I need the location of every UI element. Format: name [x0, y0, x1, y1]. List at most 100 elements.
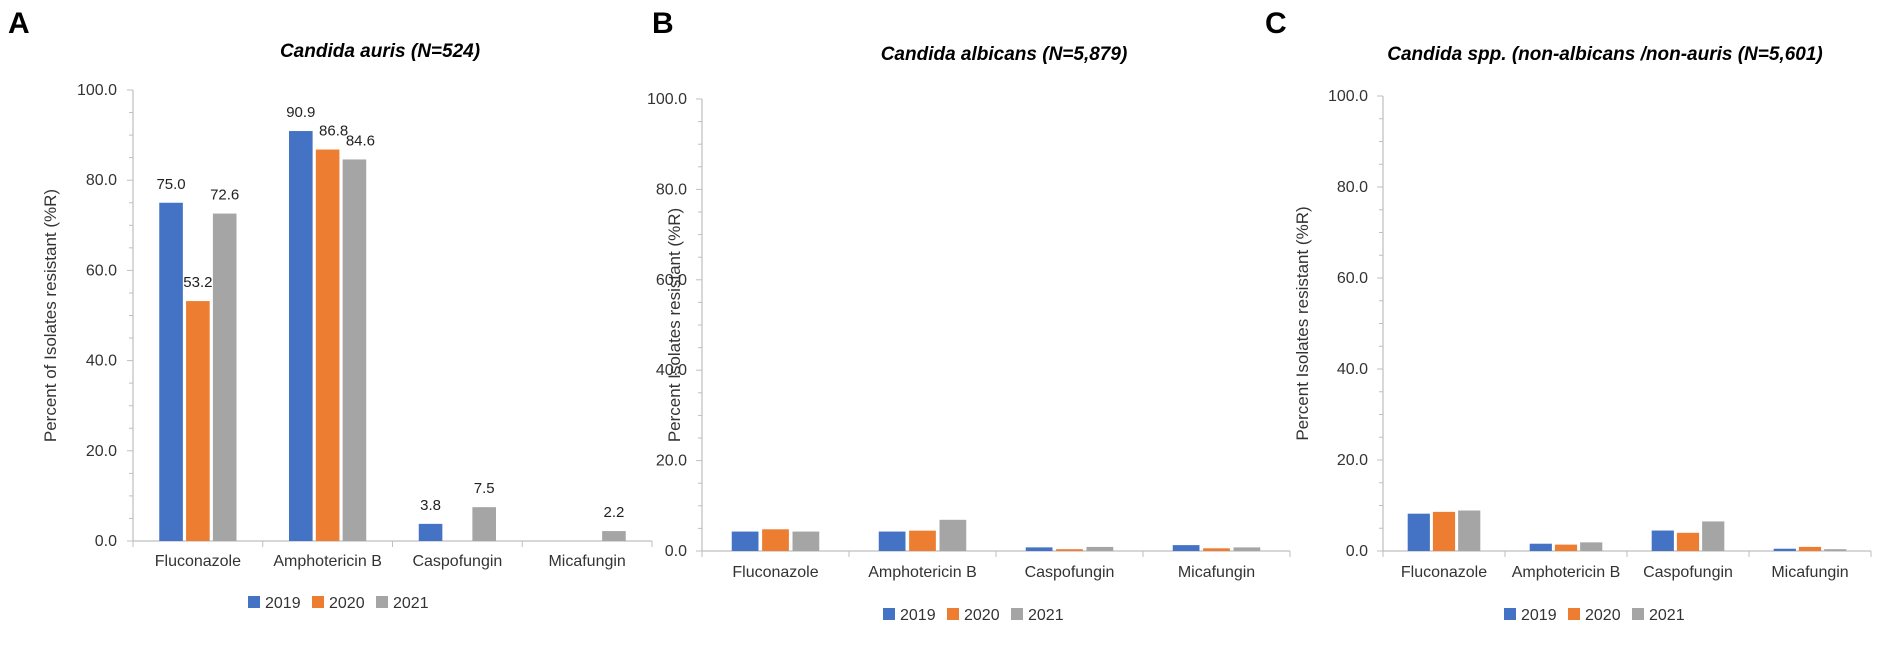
y-axis-label: Percent of Isolates resistant (%R): [41, 189, 60, 442]
x-category-label: Amphotericin B: [273, 553, 382, 570]
legend-label-2020: 2020: [964, 607, 1000, 624]
bar-2021-amphotericin-b: [342, 159, 367, 542]
chart-panel-b: B Candida albicans (N=5,879) 0.0 20.0 40.0 60…: [647, 7, 1291, 624]
bar-2020-fluconazole: [762, 529, 789, 551]
panel-letter: A: [8, 7, 30, 40]
y-tick-label: 20.0: [656, 453, 687, 470]
y-tick-label: 40.0: [86, 353, 117, 370]
y-tick-label: 0.0: [1346, 543, 1368, 560]
bar-2021-amphotericin-b: [1580, 542, 1603, 551]
y-tick-label: 40.0: [656, 362, 687, 379]
y-tick-label: 0.0: [95, 533, 117, 550]
panel-letter: B: [652, 7, 674, 40]
legend-swatch-2021: [1011, 608, 1023, 620]
y-tick-label: 60.0: [1337, 270, 1368, 287]
y-axis-label: Percent Isolates resistant (%R): [665, 208, 684, 442]
x-category-label: Caspofungin: [1025, 564, 1115, 581]
y-tick-label: 20.0: [86, 443, 117, 460]
x-category-label: Amphotericin B: [1512, 564, 1621, 581]
bar-2019-micafungin: [1773, 548, 1796, 551]
bar-2021-caspofungin: [472, 507, 496, 541]
bar-2021-micafungin: [1824, 549, 1847, 551]
bar-2019-caspofungin: [418, 523, 443, 541]
y-tick-label: 100.0: [77, 82, 117, 99]
x-category-label: Micafungin: [1771, 564, 1848, 581]
legend-label-2020: 2020: [1585, 607, 1621, 624]
legend-label-2019: 2019: [900, 607, 936, 624]
bar-2020-micafungin: [1203, 548, 1230, 551]
bar-2021-caspofungin: [1702, 521, 1725, 551]
chart-panel-c: C Candida spp. (non-albicans /non-auris (…: [1265, 7, 1872, 624]
data-label: 53.2: [183, 274, 212, 291]
bar-2019-amphotericin-b: [1529, 543, 1552, 551]
bar-2021-micafungin: [602, 531, 626, 541]
y-tick-label: 100.0: [1328, 88, 1368, 105]
legend-label-2021: 2021: [1028, 607, 1064, 624]
bar-2019-fluconazole: [159, 202, 183, 541]
legend-swatch-2021: [376, 596, 388, 608]
data-label: 75.0: [156, 176, 185, 193]
panel-letter: C: [1265, 7, 1287, 40]
bar-2020-amphotericin-b: [315, 149, 340, 542]
y-tick-label: 80.0: [1337, 179, 1368, 196]
bar-2020-fluconazole: [1432, 511, 1456, 551]
bar-2019-caspofungin: [1651, 530, 1674, 551]
bar-2019-caspofungin: [1025, 547, 1053, 551]
bar-2019-fluconazole: [731, 531, 759, 551]
data-label: 2.2: [604, 504, 625, 521]
legend-label-2021: 2021: [393, 595, 429, 612]
chart-title: Candida auris (N=524): [280, 41, 480, 62]
legend-swatch-2021: [1632, 608, 1644, 620]
y-axis-label: Percent Isolates resistant (%R): [1293, 206, 1312, 440]
legend-label-2020: 2020: [329, 595, 365, 612]
x-category-label: Caspofungin: [412, 553, 502, 570]
bar-2021-fluconazole: [212, 213, 237, 541]
legend-swatch-2020: [1568, 608, 1580, 620]
bar-2021-amphotericin-b: [939, 519, 967, 551]
x-category-label: Caspofungin: [1643, 564, 1733, 581]
data-label: 3.8: [420, 497, 441, 514]
y-tick-label: 20.0: [1337, 452, 1368, 469]
y-tick-label: 60.0: [86, 262, 117, 279]
bar-2021-fluconazole: [792, 531, 820, 551]
data-label: 86.8: [319, 123, 348, 140]
chart-title: Candida spp. (non-albicans /non-auris (N…: [1387, 44, 1823, 65]
x-category-label: Amphotericin B: [868, 564, 977, 581]
data-label: 90.9: [286, 104, 315, 121]
data-label: 72.6: [210, 187, 239, 204]
bar-2019-micafungin: [1172, 545, 1200, 551]
chart-panel-a: A Candida auris (N=524) 0.0 20.0 40.0 60.0 80.…: [8, 7, 653, 612]
data-label: 7.5: [474, 480, 495, 497]
x-category-label: Micafungin: [548, 553, 625, 570]
legend-label-2019: 2019: [1521, 607, 1557, 624]
legend-swatch-2019: [1504, 608, 1516, 620]
bar-2020-amphotericin-b: [909, 530, 936, 551]
legend-label-2019: 2019: [265, 595, 301, 612]
x-category-label: Fluconazole: [732, 564, 818, 581]
y-tick-label: 60.0: [656, 272, 687, 289]
bar-2020-micafungin: [1798, 546, 1822, 551]
legend-swatch-2019: [248, 596, 260, 608]
legend-swatch-2020: [947, 608, 959, 620]
y-tick-label: 80.0: [86, 172, 117, 189]
bar-2021-micafungin: [1233, 547, 1261, 551]
legend-swatch-2019: [883, 608, 895, 620]
bar-2021-fluconazole: [1458, 510, 1481, 551]
legend-label-2021: 2021: [1649, 607, 1685, 624]
x-category-label: Micafungin: [1178, 564, 1255, 581]
y-tick-label: 100.0: [647, 91, 687, 108]
bar-2021-caspofungin: [1086, 546, 1114, 551]
bar-2020-amphotericin-b: [1554, 544, 1578, 551]
data-label: 84.6: [346, 132, 375, 149]
bar-2019-fluconazole: [1407, 513, 1430, 551]
bar-2020-fluconazole: [186, 301, 210, 541]
bar-2020-caspofungin: [1676, 532, 1700, 551]
y-tick-label: 0.0: [665, 543, 687, 560]
x-category-label: Fluconazole: [155, 553, 241, 570]
bar-2019-amphotericin-b: [289, 131, 313, 541]
bar-2019-amphotericin-b: [878, 531, 906, 551]
legend-swatch-2020: [312, 596, 324, 608]
bar-2020-caspofungin: [1056, 549, 1083, 551]
x-category-label: Fluconazole: [1401, 564, 1487, 581]
